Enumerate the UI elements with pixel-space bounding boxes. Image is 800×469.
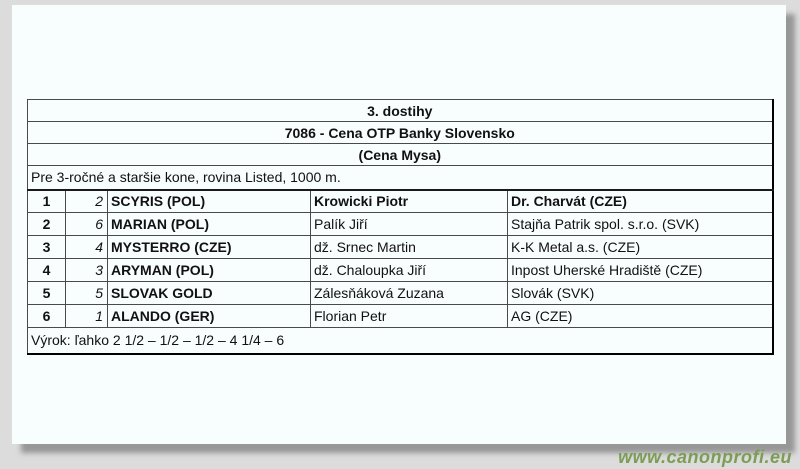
- horse-name: ARYMAN (POL): [107, 258, 311, 282]
- watermark-url: www.canonprofi.eu: [618, 447, 792, 467]
- race-name: 7086 - Cena OTP Banky Slovensko: [27, 121, 773, 144]
- jockey-name: Krowicki Piotr: [310, 189, 508, 213]
- runner-row: 6 1 ALANDO (GER) Florian Petr AG (CZE): [27, 304, 773, 328]
- runner-row: 5 5 SLOVAK GOLD Zálesňáková Zuzana Slová…: [27, 281, 773, 305]
- horse-name: SLOVAK GOLD: [107, 281, 311, 305]
- finish-position: 2: [27, 212, 66, 236]
- start-number: 5: [65, 281, 108, 305]
- start-number: 4: [65, 235, 108, 259]
- race-name-row: 7086 - Cena OTP Banky Slovensko: [27, 121, 773, 144]
- owner-name: Slovák (SVK): [506, 281, 773, 305]
- owner-name: K-K Metal a.s. (CZE): [506, 235, 773, 259]
- document-page: 3. dostihy 7086 - Cena OTP Banky Slovens…: [12, 5, 786, 444]
- start-number: 6: [65, 212, 108, 236]
- finish-position: 1: [27, 189, 66, 213]
- owner-name: AG (CZE): [506, 304, 773, 328]
- horse-name: MYSTERRO (CZE): [107, 235, 311, 259]
- race-session-row: 3. dostihy: [27, 99, 773, 122]
- finish-position: 5: [27, 281, 66, 305]
- runner-row: 1 2 SCYRIS (POL) Krowicki Piotr Dr. Char…: [27, 189, 773, 213]
- verdict-row: Výrok: ľahko 2 1/2 – 1/2 – 1/2 – 4 1/4 –…: [28, 328, 773, 354]
- jockey-name: dž. Srnec Martin: [310, 235, 508, 259]
- finish-position: 6: [27, 304, 66, 328]
- finish-position: 3: [27, 235, 66, 259]
- owner-name: Dr. Charvát (CZE): [506, 189, 773, 213]
- race-conditions-row: Pre 3-ročné a staršie kone, rovina Liste…: [27, 165, 773, 191]
- race-result-table: 3. dostihy 7086 - Cena OTP Banky Slovens…: [27, 99, 774, 355]
- runner-row: 4 3 ARYMAN (POL) dž. Chaloupka Jiří Inpo…: [27, 258, 773, 282]
- race-subtitle-row: (Cena Mysa): [27, 143, 773, 166]
- start-number: 3: [65, 258, 108, 282]
- race-session-title: 3. dostihy: [27, 99, 773, 122]
- race-verdict: Výrok: ľahko 2 1/2 – 1/2 – 1/2 – 4 1/4 –…: [31, 332, 285, 349]
- horse-name: MARIAN (POL): [107, 212, 311, 236]
- jockey-name: Florian Petr: [310, 304, 508, 328]
- horse-name: ALANDO (GER): [107, 304, 311, 328]
- jockey-name: Palík Jiří: [310, 212, 508, 236]
- owner-name: Inpost Uherské Hradiště (CZE): [506, 258, 773, 282]
- start-number: 2: [65, 189, 108, 213]
- owner-name: Stajňa Patrik spol. s.r.o. (SVK): [506, 212, 773, 236]
- horse-name: SCYRIS (POL): [107, 189, 311, 213]
- runner-row: 2 6 MARIAN (POL) Palík Jiří Stajňa Patri…: [27, 212, 773, 236]
- finish-position: 4: [27, 258, 66, 282]
- jockey-name: dž. Chaloupka Jiří: [310, 258, 508, 282]
- race-conditions: Pre 3-ročné a staršie kone, rovina Liste…: [27, 165, 773, 191]
- start-number: 1: [65, 304, 108, 328]
- race-subtitle: (Cena Mysa): [27, 143, 773, 166]
- runner-row: 3 4 MYSTERRO (CZE) dž. Srnec Martin K-K …: [27, 235, 773, 259]
- jockey-name: Zálesňáková Zuzana: [310, 281, 508, 305]
